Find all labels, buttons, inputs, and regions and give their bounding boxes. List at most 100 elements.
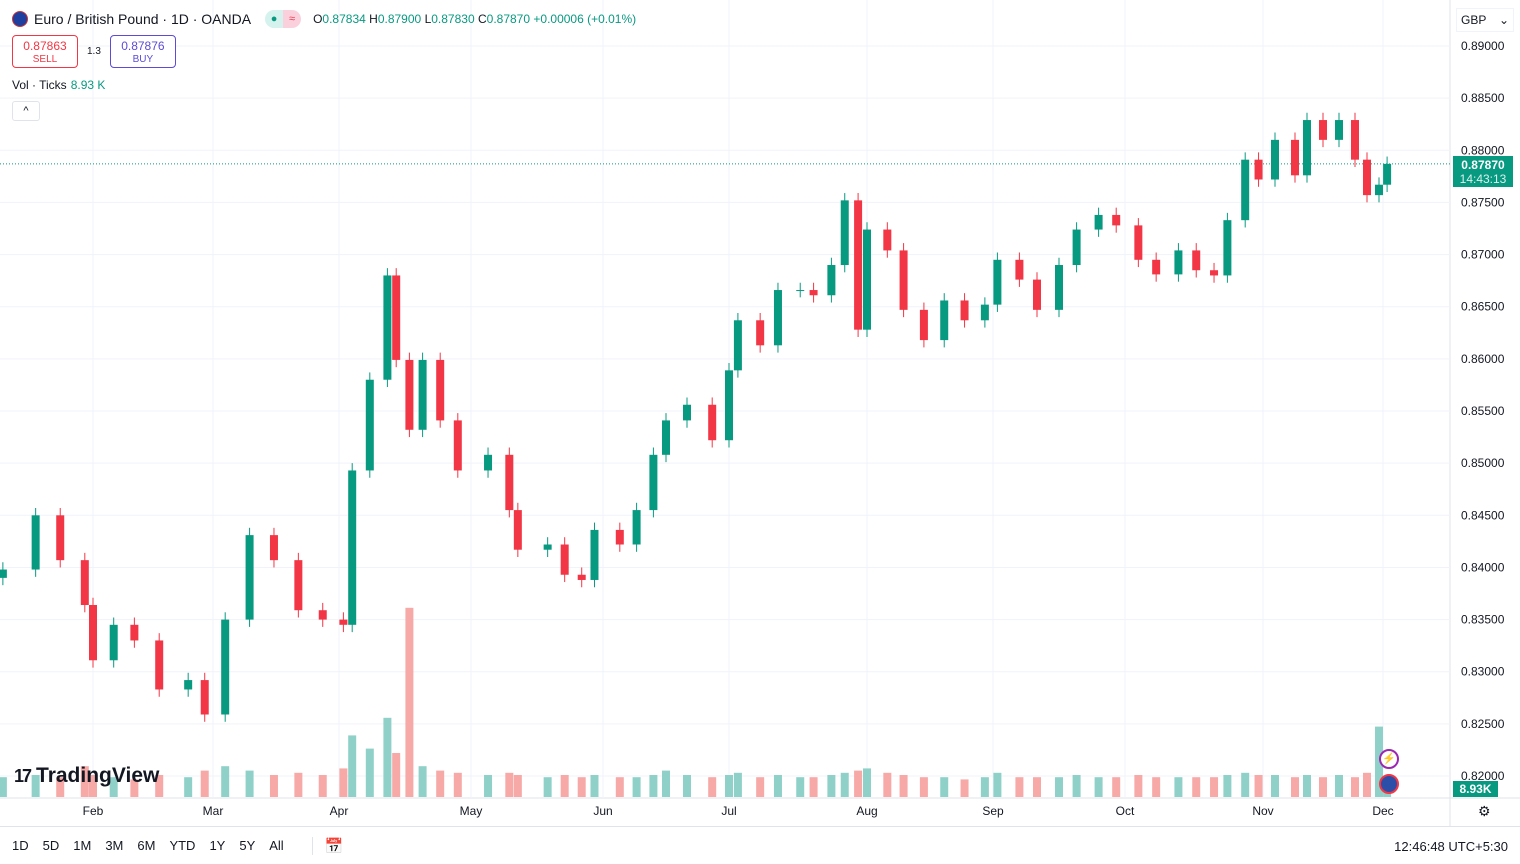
market-status[interactable]: ● ≈ <box>265 10 302 28</box>
volume-bar <box>89 775 97 797</box>
tradingview-logo[interactable]: 17 TradingView <box>14 764 160 787</box>
y-tick-label: 0.87000 <box>1461 248 1505 262</box>
last-price-label: 0.87870 14:43:13 <box>1453 156 1513 187</box>
candle-body <box>1363 159 1371 196</box>
volume-bar <box>577 777 586 797</box>
candle-body <box>1223 220 1232 276</box>
volume-bar <box>436 770 445 797</box>
candle-body <box>56 515 65 561</box>
volume-bar <box>980 777 989 797</box>
period-5d[interactable]: 5D <box>42 838 60 853</box>
x-tick-label: Feb <box>83 804 104 818</box>
period-1d[interactable]: 1D <box>12 838 29 853</box>
candle-body <box>365 379 374 471</box>
period-1m[interactable]: 1M <box>73 838 92 853</box>
candle-body <box>1254 159 1263 180</box>
x-tick-label: Sep <box>982 804 1004 818</box>
y-tick-label: 0.83000 <box>1461 665 1505 679</box>
clock[interactable]: 12:46:48 UTC+5:30 <box>1394 839 1508 854</box>
volume-bar <box>683 775 691 797</box>
candle-body <box>1319 120 1327 140</box>
market-open-dot-icon: ● <box>265 10 284 28</box>
candle-body <box>708 404 717 441</box>
x-tick-label: Dec <box>1372 804 1393 818</box>
period-ytd[interactable]: YTD <box>169 838 196 853</box>
candle-body <box>1210 270 1219 276</box>
candle-body <box>590 529 599 580</box>
volume-bar <box>1319 777 1327 797</box>
candle-body <box>89 604 97 661</box>
settings-icon[interactable]: ⚙ <box>1478 803 1491 819</box>
volume-bar <box>1291 777 1299 797</box>
volume-bar <box>840 772 849 797</box>
volume-bar <box>649 775 658 797</box>
volume-bar <box>130 779 139 797</box>
x-tick-label: Mar <box>203 804 224 818</box>
buy-button[interactable]: 0.87876 BUY <box>109 35 176 68</box>
candle-body <box>543 544 552 550</box>
candle-body <box>809 290 818 296</box>
candle-body <box>796 290 805 292</box>
candle-body <box>840 200 849 266</box>
volume-bar <box>1112 777 1121 797</box>
volume-bar <box>200 770 209 797</box>
candle-body <box>405 359 414 430</box>
volume-bar <box>365 748 374 797</box>
volume-bar <box>708 777 717 797</box>
volume-bar <box>418 766 427 797</box>
candle-body <box>662 420 670 455</box>
eu-event-icon[interactable] <box>1379 774 1399 794</box>
x-tick-label: Jun <box>593 804 612 818</box>
volume-bar <box>1055 777 1063 797</box>
volume-bar <box>1094 777 1103 797</box>
volume-bar <box>80 766 89 797</box>
volume-bar <box>1174 777 1183 797</box>
volume-legend: Vol · Ticks 8.93 K <box>12 78 106 92</box>
period-5y[interactable]: 5Y <box>239 838 256 853</box>
candle-body <box>683 404 691 421</box>
candle-body <box>1152 259 1161 275</box>
volume-bar <box>560 775 569 797</box>
candle-body <box>854 200 863 330</box>
period-3m[interactable]: 3M <box>105 838 124 853</box>
candle-body <box>294 560 303 611</box>
volume-bar <box>348 735 357 797</box>
candle-body <box>1015 259 1024 280</box>
y-tick-label: 0.84000 <box>1461 560 1505 574</box>
calendar-icon[interactable]: 📅 <box>311 836 343 855</box>
candle-body <box>200 680 209 715</box>
period-6m[interactable]: 6M <box>137 838 156 853</box>
volume-bar <box>796 777 805 797</box>
candle-body <box>940 300 949 341</box>
period-1y[interactable]: 1Y <box>209 838 226 853</box>
x-tick-label: Nov <box>1252 804 1273 818</box>
lightning-event-icon[interactable]: ⚡ <box>1379 749 1399 769</box>
y-tick-label: 0.86500 <box>1461 300 1505 314</box>
x-tick-label: Apr <box>330 804 349 818</box>
wave-icon: ≈ <box>283 10 302 28</box>
volume-bar <box>31 775 40 797</box>
price-chart[interactable]: 0.89000 0.88500 0.88000 0.87500 0.87000 0.865… <box>0 0 1520 826</box>
collapse-legend-button[interactable]: ^ <box>12 101 40 121</box>
volume-bar <box>184 777 193 797</box>
candle-body <box>1335 120 1343 140</box>
volume-bar <box>725 775 733 797</box>
sell-button[interactable]: 0.87863 SELL <box>12 35 78 68</box>
volume-bar <box>773 775 782 797</box>
y-tick-label: 0.88500 <box>1461 91 1505 105</box>
candle-body <box>649 454 658 511</box>
candle-body <box>348 470 357 625</box>
candle-body <box>1134 225 1143 260</box>
volume-bar <box>662 770 670 797</box>
volume-bar <box>919 777 928 797</box>
volume-bar <box>615 777 624 797</box>
chart-legend: Euro / British Pound · 1D · OANDA ● ≈ O0… <box>12 10 636 28</box>
candle-body <box>505 454 514 511</box>
candle-body <box>80 560 89 605</box>
candle-body <box>221 619 230 715</box>
candle-body <box>1241 159 1250 221</box>
volume-bar <box>1134 775 1143 797</box>
period-all[interactable]: All <box>269 838 284 853</box>
symbol-title[interactable]: Euro / British Pound · 1D · OANDA <box>34 11 252 27</box>
currency-select[interactable]: GBP ⌄ <box>1456 8 1514 32</box>
